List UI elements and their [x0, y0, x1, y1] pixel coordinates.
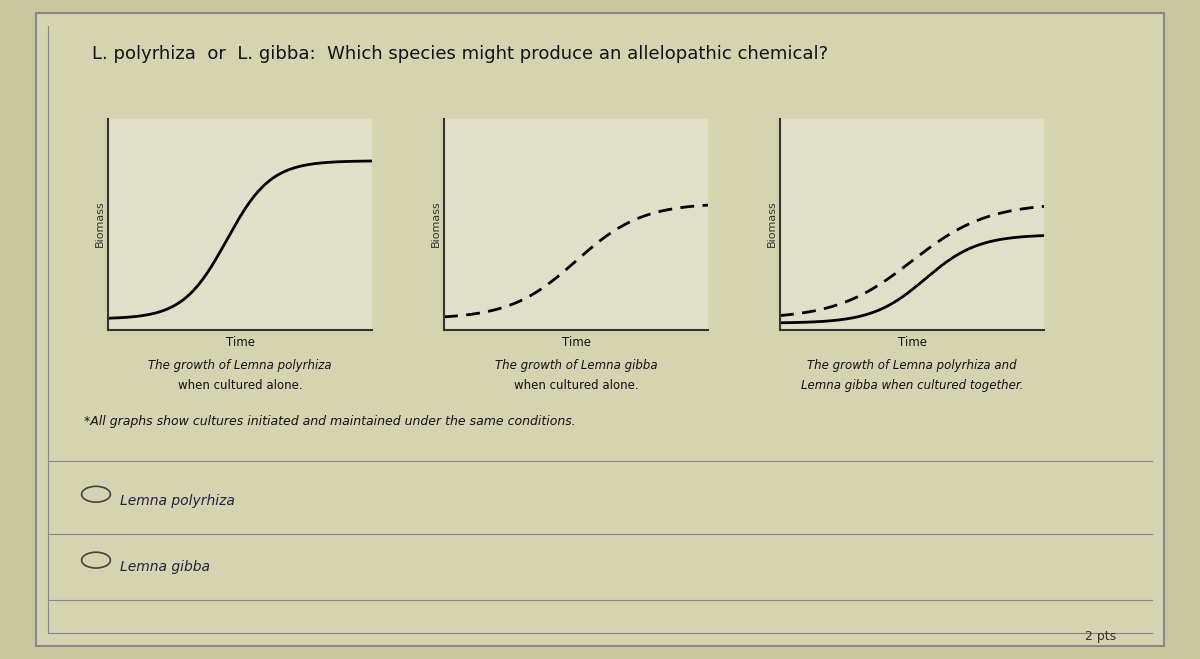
- Text: Time: Time: [898, 336, 926, 349]
- Text: L. polyrhiza  or  L. gibba:  Which species might produce an allelopathic chemica: L. polyrhiza or L. gibba: Which species …: [92, 45, 828, 63]
- Text: Lemna polyrhiza: Lemna polyrhiza: [120, 494, 235, 508]
- Text: Lemna gibba when cultured together.: Lemna gibba when cultured together.: [800, 379, 1024, 392]
- Text: 2 pts: 2 pts: [1085, 629, 1116, 643]
- Y-axis label: Biomass: Biomass: [431, 201, 442, 247]
- Text: The growth of Lemna polyrhiza and: The growth of Lemna polyrhiza and: [808, 359, 1016, 372]
- FancyBboxPatch shape: [36, 13, 1164, 646]
- Text: *All graphs show cultures initiated and maintained under the same conditions.: *All graphs show cultures initiated and …: [84, 415, 576, 428]
- Text: Time: Time: [226, 336, 254, 349]
- Text: when cultured alone.: when cultured alone.: [178, 379, 302, 392]
- Text: Time: Time: [562, 336, 590, 349]
- Text: when cultured alone.: when cultured alone.: [514, 379, 638, 392]
- Text: The growth of Lemna polyrhiza: The growth of Lemna polyrhiza: [148, 359, 332, 372]
- Text: The growth of Lemna gibba: The growth of Lemna gibba: [494, 359, 658, 372]
- Y-axis label: Biomass: Biomass: [95, 201, 106, 247]
- Text: Lemna gibba: Lemna gibba: [120, 559, 210, 574]
- Y-axis label: Biomass: Biomass: [767, 201, 778, 247]
